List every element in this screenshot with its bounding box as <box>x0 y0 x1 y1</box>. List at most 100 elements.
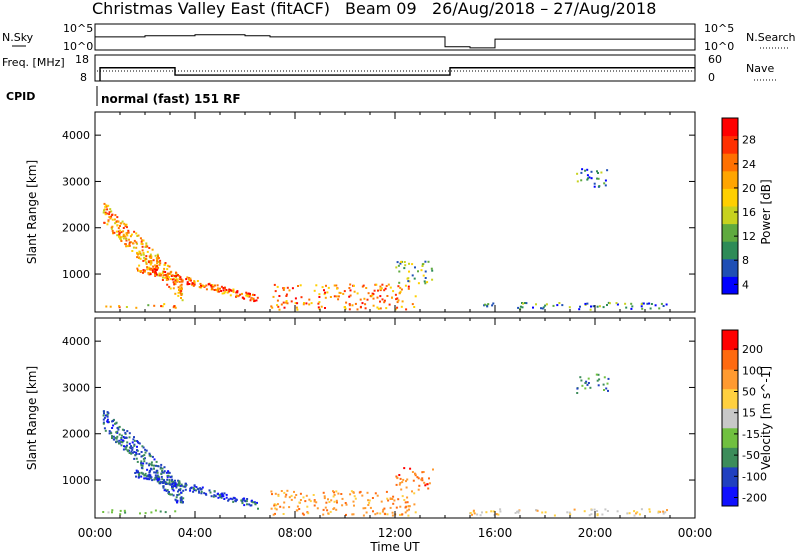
echo-point <box>220 290 223 292</box>
echo-point <box>282 288 285 291</box>
echo-point <box>395 506 398 509</box>
x-tick-label: 08:00 <box>278 526 313 540</box>
echo-point <box>110 215 113 218</box>
echo-point <box>337 298 340 301</box>
echo-point <box>519 305 522 308</box>
echo-point <box>270 490 273 493</box>
echo-point <box>421 265 424 267</box>
power-colorbar-swatch <box>722 153 738 172</box>
echo-point <box>210 495 213 498</box>
echo-point <box>153 458 156 461</box>
echo-point <box>635 512 638 515</box>
echo-point <box>189 277 192 280</box>
echo-point <box>177 490 179 493</box>
echo-point <box>182 497 185 500</box>
velocity-colorbar-tick-label: -15 <box>742 428 760 441</box>
echo-point <box>222 495 225 498</box>
echo-point <box>188 283 191 285</box>
power-panel: 4000 3000 2000 1000 Slant Range [km] <box>25 111 696 313</box>
echo-point <box>588 176 591 179</box>
echo-point <box>348 308 351 311</box>
echo-point <box>395 483 398 486</box>
echo-point <box>335 490 338 493</box>
echo-point <box>136 460 139 463</box>
echo-point <box>143 454 146 457</box>
echo-point <box>590 508 593 511</box>
echo-point <box>177 291 180 294</box>
echo-point <box>353 290 356 293</box>
echo-point <box>243 297 246 300</box>
velocity-colorbar-tick-label: 100 <box>742 364 763 377</box>
echo-point <box>147 272 150 275</box>
echo-point <box>135 246 138 249</box>
echo-point <box>625 306 628 309</box>
echo-point <box>124 431 127 434</box>
echo-point <box>207 283 210 286</box>
echo-point <box>404 284 407 287</box>
echo-point <box>145 242 148 245</box>
echo-point <box>177 274 179 276</box>
echo-point <box>403 499 406 501</box>
echo-point <box>308 498 311 501</box>
power-colorbar-swatch <box>722 206 738 225</box>
echo-point <box>411 471 414 473</box>
echo-point <box>140 464 143 467</box>
echo-point <box>174 485 177 487</box>
echo-point <box>124 235 127 238</box>
power-colorbar-tick-label: 4 <box>742 278 749 291</box>
echo-point <box>616 510 619 513</box>
echo-point <box>149 268 152 271</box>
echo-point <box>195 486 198 489</box>
echo-point <box>273 503 276 506</box>
echo-point <box>112 435 115 438</box>
echo-point <box>212 285 215 288</box>
echo-point <box>209 284 212 287</box>
echo-point <box>130 452 133 455</box>
echo-point <box>377 289 379 292</box>
echo-point <box>190 279 192 282</box>
echo-point <box>628 512 631 515</box>
echo-point <box>276 299 279 302</box>
echo-point <box>657 510 660 513</box>
echo-point <box>473 512 476 515</box>
echo-point <box>135 475 137 478</box>
echo-point <box>200 492 203 495</box>
echo-point <box>142 251 145 254</box>
echo-point <box>136 242 138 245</box>
echo-point <box>136 440 139 442</box>
echo-point <box>325 501 328 504</box>
echo-point <box>353 284 355 287</box>
echo-point <box>173 274 176 277</box>
echo-point <box>133 230 136 233</box>
echo-point <box>151 269 154 272</box>
echo-point <box>225 496 228 499</box>
echo-point <box>104 211 107 214</box>
echo-point <box>143 270 145 273</box>
echo-point <box>161 478 164 481</box>
echo-point <box>285 300 288 303</box>
echo-point <box>131 250 134 252</box>
echo-point <box>296 505 299 508</box>
power-colorbar-swatch <box>722 241 738 260</box>
echo-point <box>163 303 166 306</box>
echo-point <box>233 497 236 500</box>
echo-point <box>590 305 592 308</box>
echo-point <box>106 418 109 421</box>
echo-point <box>408 505 410 508</box>
echo-point <box>356 308 359 311</box>
echo-point <box>156 258 159 261</box>
echo-point <box>648 302 651 305</box>
echo-point <box>556 304 559 307</box>
echo-point <box>223 286 226 289</box>
power-colorbar-tick-label: 28 <box>742 134 756 147</box>
echo-point <box>413 277 416 280</box>
echo-point <box>159 259 162 262</box>
echo-point <box>155 271 157 274</box>
echo-point <box>104 205 107 208</box>
velocity-colorbar: 200 100 50 15 -15 -50 -100 -200 <box>721 329 767 507</box>
echo-point <box>349 289 352 292</box>
echo-point <box>426 281 429 284</box>
echo-point <box>205 284 208 287</box>
echo-point <box>140 460 143 463</box>
echo-point <box>174 510 177 513</box>
